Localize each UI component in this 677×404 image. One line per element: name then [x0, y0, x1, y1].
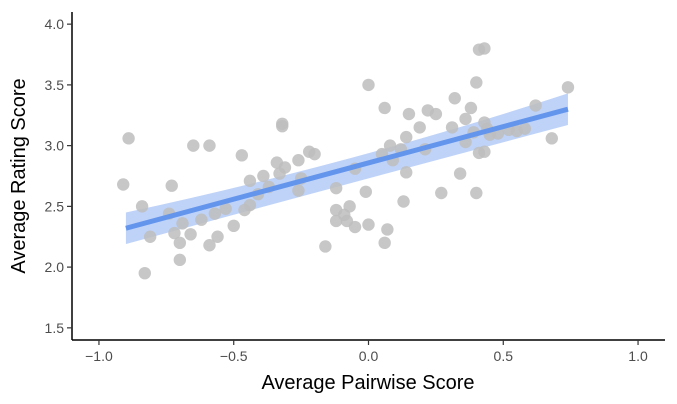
data-point	[329, 181, 343, 195]
x-tick-label: −1.0	[85, 348, 113, 364]
data-point	[176, 217, 189, 230]
x-tick-label: 0.0	[359, 348, 379, 364]
data-point	[187, 139, 200, 152]
data-point	[400, 166, 413, 179]
data-point	[243, 174, 257, 188]
y-tick-label: 4.0	[45, 16, 65, 32]
data-point	[378, 101, 391, 115]
data-point	[459, 112, 472, 126]
data-point	[453, 167, 467, 180]
data-point	[478, 145, 491, 158]
data-point	[343, 200, 356, 213]
data-point	[448, 92, 461, 105]
data-point	[184, 228, 197, 241]
data-point	[362, 78, 375, 92]
data-point	[464, 101, 478, 115]
data-point	[348, 220, 362, 234]
x-axis-title: Average Pairwise Score	[261, 372, 474, 394]
data-point	[561, 81, 575, 94]
data-point	[165, 179, 178, 192]
fit-line	[125, 106, 569, 231]
data-point	[319, 240, 332, 253]
data-point	[400, 130, 413, 144]
data-point	[381, 223, 394, 236]
data-point	[117, 178, 130, 191]
x-tick-label: 1.0	[628, 348, 648, 364]
data-point	[383, 139, 397, 152]
data-point	[257, 169, 270, 183]
data-point	[518, 122, 532, 135]
data-point	[292, 184, 305, 197]
data-point	[143, 230, 157, 243]
data-point	[478, 42, 491, 55]
data-point	[195, 213, 208, 226]
data-point	[122, 132, 135, 145]
y-tick-label: 3.5	[45, 77, 65, 93]
data-point	[173, 253, 187, 267]
data-point	[429, 107, 443, 121]
data-point	[211, 230, 224, 243]
data-point	[168, 226, 181, 240]
x-tick-label: −0.5	[220, 348, 248, 364]
data-point	[470, 186, 483, 200]
data-point	[203, 239, 216, 252]
data-point	[545, 132, 558, 145]
y-tick-label: 3.0	[45, 138, 65, 154]
data-point	[219, 202, 232, 215]
data-point	[402, 107, 416, 121]
data-point	[208, 207, 222, 220]
data-point	[235, 149, 249, 162]
data-point	[435, 186, 448, 200]
data-point	[203, 139, 216, 152]
y-tick-label: 1.5	[45, 320, 65, 336]
data-point	[278, 161, 292, 174]
data-point	[173, 236, 187, 250]
x-tick-label: 0.5	[494, 348, 514, 364]
data-point	[470, 76, 483, 89]
data-point	[378, 236, 391, 250]
data-point	[359, 185, 373, 198]
y-axis-title: Average Rating Score	[8, 78, 30, 273]
y-tick-label: 2.5	[45, 198, 65, 214]
axes: 1.5 2.0 2.5 3.0 3.5 4.0 −1.0 −0.5 0.0 0.5 1.0	[45, 12, 665, 364]
data-point	[413, 121, 426, 134]
data-point	[308, 147, 321, 161]
y-tick-label: 2.0	[45, 259, 65, 275]
fit-line-layer	[125, 106, 569, 231]
data-point	[292, 154, 305, 167]
data-point	[529, 99, 542, 112]
data-point	[276, 119, 289, 133]
data-point	[397, 195, 410, 208]
data-point	[227, 219, 240, 233]
data-point	[243, 198, 257, 212]
data-point	[138, 266, 151, 280]
data-point	[362, 218, 375, 231]
data-point	[445, 121, 459, 134]
data-point	[135, 200, 149, 213]
